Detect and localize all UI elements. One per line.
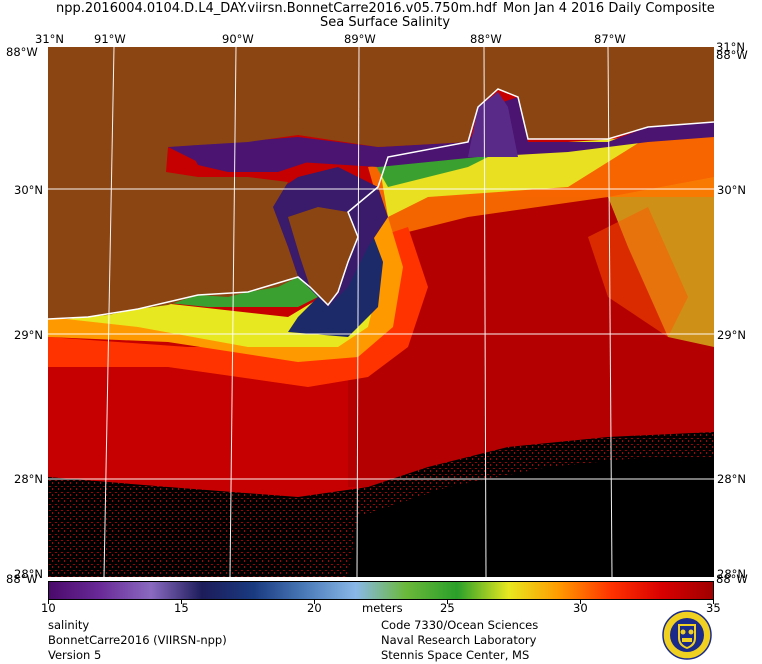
graticule xyxy=(48,47,714,577)
corner-label-bottom-left: 88°W xyxy=(6,572,38,586)
colorbar-tick xyxy=(314,600,315,604)
lat-label-bottom-right: 28°N xyxy=(717,567,746,581)
lat-label-right: 29°N xyxy=(717,328,746,342)
colorbar-label: 15 xyxy=(174,601,189,615)
sound-purple xyxy=(168,97,714,167)
lat-label-left: 30°N xyxy=(14,183,43,197)
colorbar-label: 10 xyxy=(41,601,56,615)
corner-label-top-right: 88°W xyxy=(716,48,748,62)
colorbar-label: 30 xyxy=(573,601,588,615)
colorbar-label: 35 xyxy=(706,601,721,615)
east-plume-red xyxy=(588,207,688,337)
lat-label-left: 29°N xyxy=(14,328,43,342)
footer-version: Version 5 xyxy=(48,648,102,662)
lake-pontchartrain xyxy=(188,137,308,172)
coastline xyxy=(48,88,714,320)
lat-label-left: 28°N xyxy=(14,472,43,486)
colorbar-label: 25 xyxy=(440,601,455,615)
lat-label-top-left: 31°N xyxy=(35,32,64,46)
colorbar xyxy=(48,581,714,600)
colorbar-label: 20 xyxy=(307,601,322,615)
footer-variable: salinity xyxy=(48,618,90,632)
corner-label-bottom-right: 88°W xyxy=(716,572,748,586)
product-title: Sea Surface Salinity xyxy=(320,15,451,30)
colorbar-tick xyxy=(713,600,714,604)
land-louisiana-mississippi xyxy=(48,47,714,319)
footer-location: Stennis Space Center, MS xyxy=(381,648,530,662)
lat-label-right: 28°N xyxy=(717,472,746,486)
file-title: npp.2016004.0104.D.L4_DAY.viirsn.BonnetC… xyxy=(56,1,497,16)
composite-date: Mon Jan 4 2016 Daily Composite xyxy=(503,1,715,16)
salinity-map[interactable] xyxy=(48,47,714,577)
lon-label: 87°W xyxy=(594,32,626,46)
colorbar-tick xyxy=(181,600,182,604)
no-data-solid xyxy=(348,457,714,577)
corner-label-top-left: 88°W xyxy=(6,45,38,59)
nrl-seal-logo xyxy=(662,610,712,660)
colorbar-tick xyxy=(48,600,49,604)
lon-label: 91°W xyxy=(94,32,126,46)
footer-code: Code 7330/Ocean Sciences xyxy=(381,618,539,632)
colorbar-unit: meters xyxy=(362,601,403,615)
mobile-bay xyxy=(468,92,518,157)
lon-label: 90°W xyxy=(222,32,254,46)
colorbar-tick xyxy=(580,600,581,604)
map-canvas xyxy=(48,47,714,577)
footer-lab: Naval Research Laboratory xyxy=(381,633,537,647)
colorbar-tick xyxy=(447,600,448,604)
land-delta xyxy=(288,207,358,305)
lat-label-top-right: 31°N xyxy=(716,40,745,54)
lat-label-bottom-left: 28°N xyxy=(14,567,43,581)
lon-label: 88°W xyxy=(470,32,502,46)
plume-yellow-west xyxy=(48,237,378,347)
lon-label: 89°W xyxy=(344,32,376,46)
footer-region: BonnetCarre2016 (VIIRSN-npp) xyxy=(48,633,227,647)
lat-label-right: 30°N xyxy=(717,183,746,197)
